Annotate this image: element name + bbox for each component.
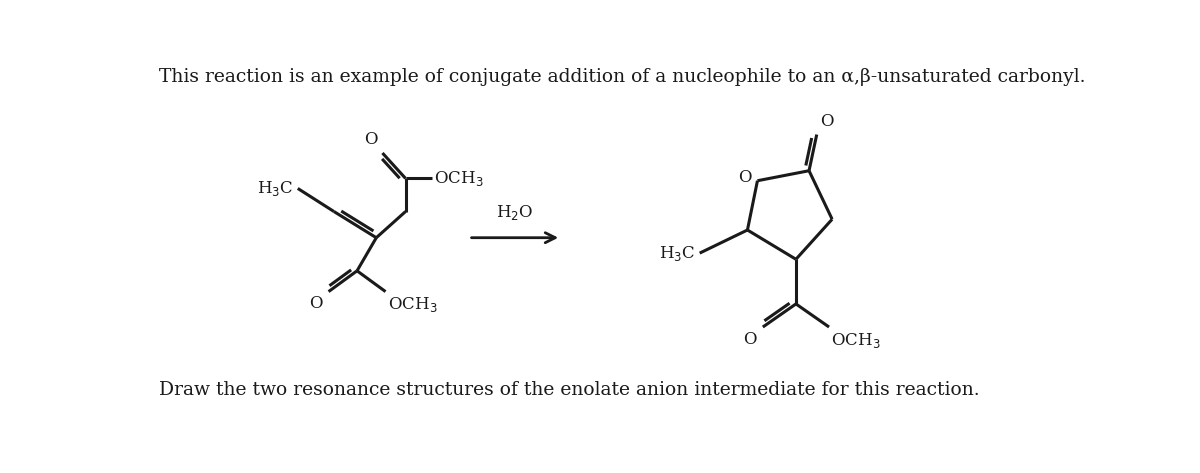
Text: H$_2$O: H$_2$O [497,203,534,222]
Text: O: O [738,169,751,186]
Text: O: O [820,113,833,130]
Text: H$_3$C: H$_3$C [257,179,293,198]
Text: O: O [743,331,757,348]
Text: Draw the two resonance structures of the enolate anion intermediate for this rea: Draw the two resonance structures of the… [160,381,979,399]
Text: OCH$_3$: OCH$_3$ [832,331,881,350]
Text: H$_3$C: H$_3$C [659,244,695,263]
Text: O: O [365,131,378,149]
Text: OCH$_3$: OCH$_3$ [388,296,437,315]
Text: OCH$_3$: OCH$_3$ [434,169,484,188]
Text: This reaction is an example of conjugate addition of a nucleophile to an α,β-uns: This reaction is an example of conjugate… [160,68,1086,86]
Text: O: O [308,296,323,313]
